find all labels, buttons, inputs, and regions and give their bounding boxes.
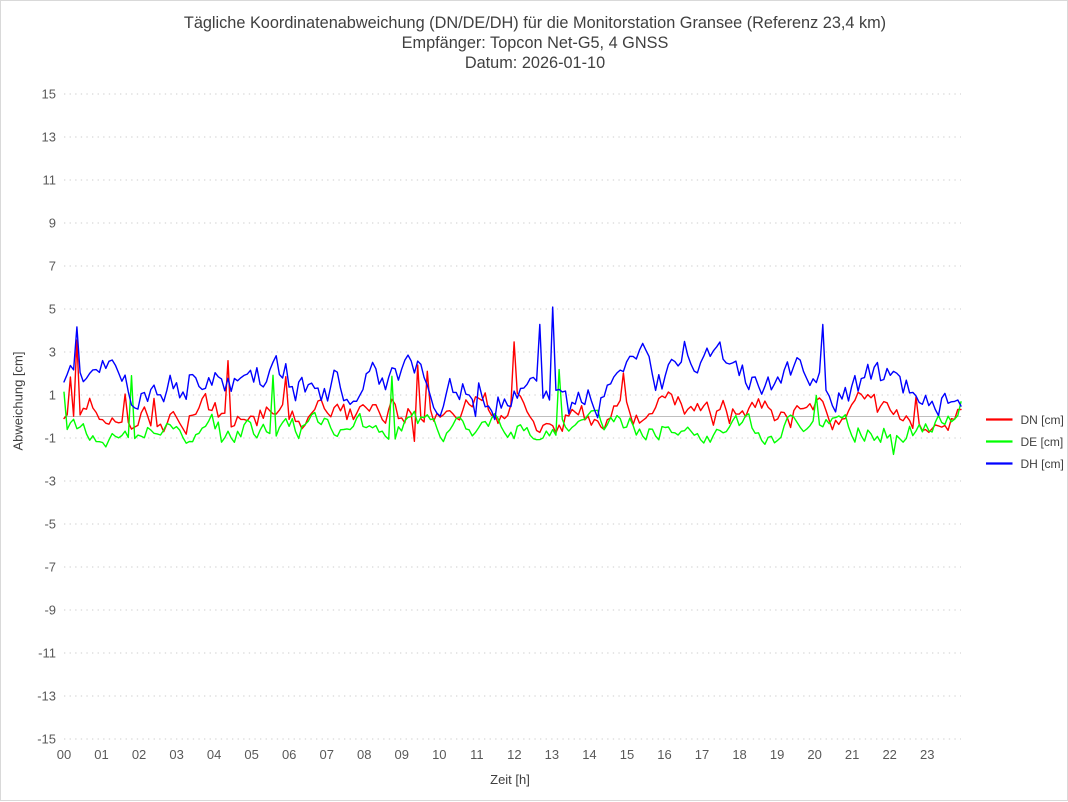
svg-text:14: 14 — [582, 747, 596, 762]
svg-text:15: 15 — [620, 747, 634, 762]
svg-text:19: 19 — [770, 747, 784, 762]
svg-text:-5: -5 — [44, 517, 56, 532]
svg-text:-15: -15 — [37, 732, 56, 747]
svg-text:20: 20 — [807, 747, 821, 762]
svg-text:07: 07 — [319, 747, 333, 762]
svg-text:3: 3 — [49, 345, 56, 360]
svg-text:13: 13 — [545, 747, 559, 762]
svg-text:21: 21 — [845, 747, 859, 762]
svg-text:23: 23 — [920, 747, 934, 762]
svg-text:09: 09 — [395, 747, 409, 762]
svg-text:13: 13 — [42, 130, 56, 145]
svg-text:-3: -3 — [44, 474, 56, 489]
svg-text:DN [cm]: DN [cm] — [1021, 413, 1064, 427]
svg-text:03: 03 — [169, 747, 183, 762]
svg-text:16: 16 — [657, 747, 671, 762]
svg-text:-1: -1 — [44, 431, 56, 446]
svg-text:04: 04 — [207, 747, 221, 762]
svg-text:00: 00 — [57, 747, 71, 762]
svg-text:11: 11 — [470, 747, 484, 762]
svg-text:15: 15 — [42, 87, 56, 102]
svg-text:02: 02 — [132, 747, 146, 762]
svg-text:-9: -9 — [44, 603, 56, 618]
svg-text:06: 06 — [282, 747, 296, 762]
svg-text:05: 05 — [244, 747, 258, 762]
svg-text:-11: -11 — [38, 646, 56, 661]
svg-text:9: 9 — [49, 216, 56, 231]
svg-text:22: 22 — [882, 747, 896, 762]
svg-text:DE [cm]: DE [cm] — [1021, 435, 1064, 449]
svg-text:-13: -13 — [37, 689, 56, 704]
svg-text:10: 10 — [432, 747, 446, 762]
svg-text:11: 11 — [43, 173, 57, 188]
svg-text:5: 5 — [49, 302, 56, 317]
svg-text:-7: -7 — [44, 560, 56, 575]
svg-text:17: 17 — [695, 747, 709, 762]
svg-text:12: 12 — [507, 747, 521, 762]
svg-text:18: 18 — [732, 747, 746, 762]
svg-text:1: 1 — [49, 388, 56, 403]
svg-text:DH [cm]: DH [cm] — [1021, 457, 1064, 471]
svg-text:01: 01 — [94, 747, 108, 762]
svg-text:08: 08 — [357, 747, 371, 762]
svg-text:7: 7 — [49, 259, 56, 274]
